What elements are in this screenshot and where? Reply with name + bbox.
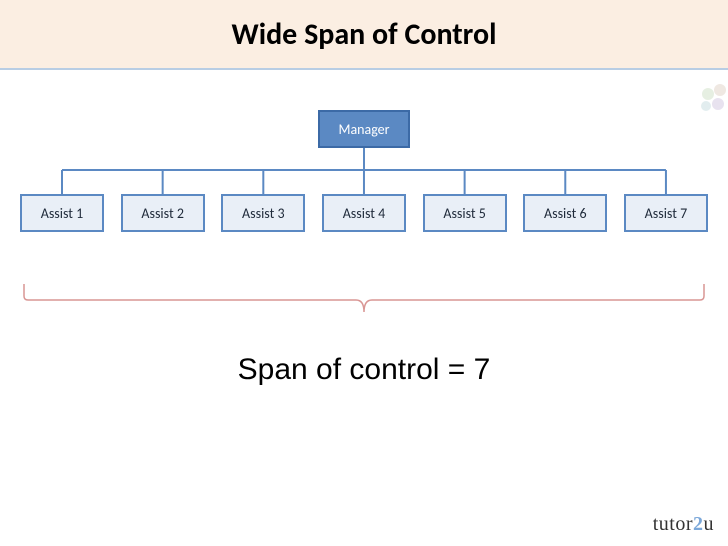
logo-accent: 2 <box>693 513 704 535</box>
bracket-icon <box>20 280 708 320</box>
child-node: Assist 7 <box>624 194 708 232</box>
span-caption: Span of control = 7 <box>0 353 728 387</box>
bracket <box>20 280 708 325</box>
slide-title: Wide Span of Control <box>232 16 497 53</box>
title-bar: Wide Span of Control <box>0 0 728 70</box>
child-label: Assist 3 <box>242 205 285 222</box>
child-row: Assist 1 Assist 2 Assist 3 Assist 4 Assist 5… <box>0 194 728 232</box>
child-label: Assist 6 <box>544 205 587 222</box>
manager-node: Manager <box>318 110 410 148</box>
child-node: Assist 4 <box>322 194 406 232</box>
child-label: Assist 5 <box>443 205 486 222</box>
child-node: Assist 6 <box>523 194 607 232</box>
logo-prefix: tutor <box>653 513 693 535</box>
child-label: Assist 7 <box>645 205 688 222</box>
manager-label: Manager <box>338 121 389 138</box>
child-node: Assist 5 <box>423 194 507 232</box>
child-node: Assist 1 <box>20 194 104 232</box>
child-node: Assist 2 <box>121 194 205 232</box>
child-node: Assist 3 <box>221 194 305 232</box>
logo: tutor2u <box>653 513 714 536</box>
logo-suffix: u <box>704 513 715 535</box>
child-label: Assist 4 <box>343 205 386 222</box>
child-label: Assist 1 <box>41 205 84 222</box>
child-label: Assist 2 <box>141 205 184 222</box>
